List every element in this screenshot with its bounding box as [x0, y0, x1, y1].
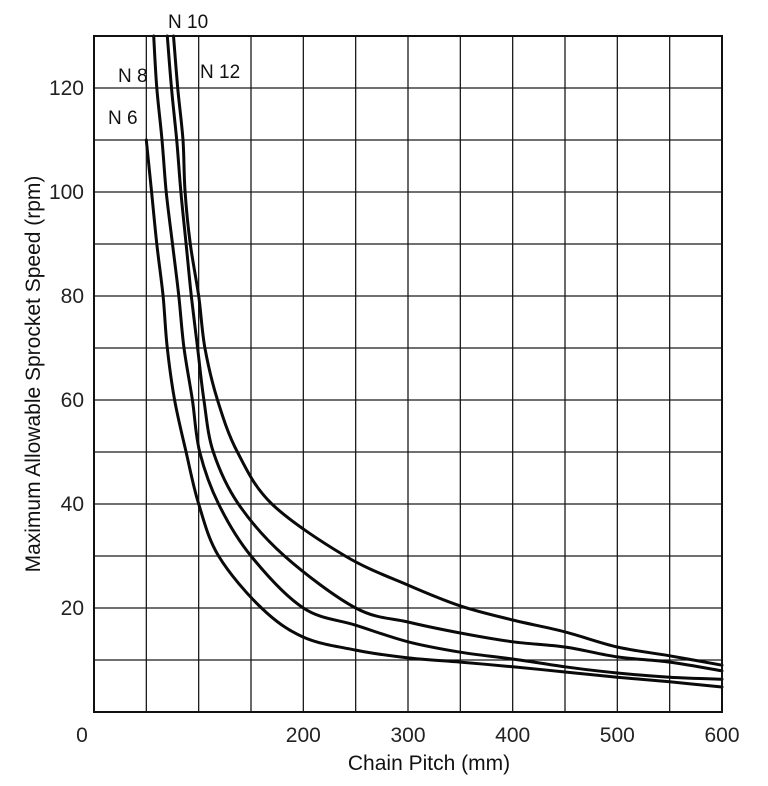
curve-n6 [144, 138, 724, 689]
y-axis-ticks: 20 40 60 80 100 120 [49, 77, 84, 620]
y-tick-label: 40 [61, 493, 84, 516]
x-tick-label: 300 [390, 724, 425, 747]
x-tick-label: 500 [600, 724, 635, 747]
x-axis-ticks: 0 200 300 400 500 600 [76, 724, 739, 747]
y-tick-label: 20 [61, 597, 84, 620]
x-tick-label: 600 [704, 724, 739, 747]
curve-label-n10: N 10 [168, 12, 208, 33]
x-tick-label: 200 [286, 724, 321, 747]
y-tick-label: 100 [49, 181, 84, 204]
curve-label-n6: N 6 [108, 108, 138, 129]
x-axis-label: Chain Pitch (mm) [348, 752, 510, 775]
grid-lines [94, 36, 722, 712]
curve-labels: N 6 N 8 N 10 N 12 [108, 12, 240, 129]
plot-frame [93, 35, 723, 713]
y-tick-label: 60 [61, 389, 84, 412]
curve-label-n8: N 8 [118, 66, 148, 87]
x-tick-label: 400 [495, 724, 530, 747]
curve-label-n12: N 12 [200, 62, 240, 83]
speed-curves [144, 34, 724, 689]
curve-n10 [165, 34, 724, 673]
y-axis-label: Maximum Allowable Sprocket Speed (rpm) [22, 176, 45, 573]
curve-n12 [172, 34, 724, 667]
y-tick-label: 80 [61, 285, 84, 308]
x-tick-label: 0 [76, 724, 88, 747]
curve-n8 [152, 34, 724, 681]
y-tick-label: 120 [49, 77, 84, 100]
